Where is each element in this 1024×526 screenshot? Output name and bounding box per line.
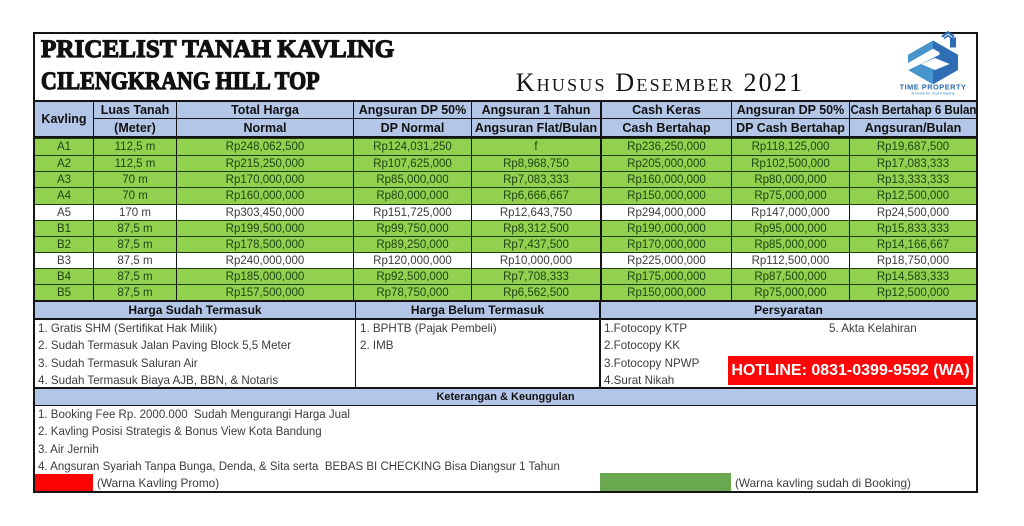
svg-text:TIME PROPERTY: TIME PROPERTY xyxy=(900,83,967,92)
svg-text:A Home for Your Property: A Home for Your Property xyxy=(911,91,954,95)
